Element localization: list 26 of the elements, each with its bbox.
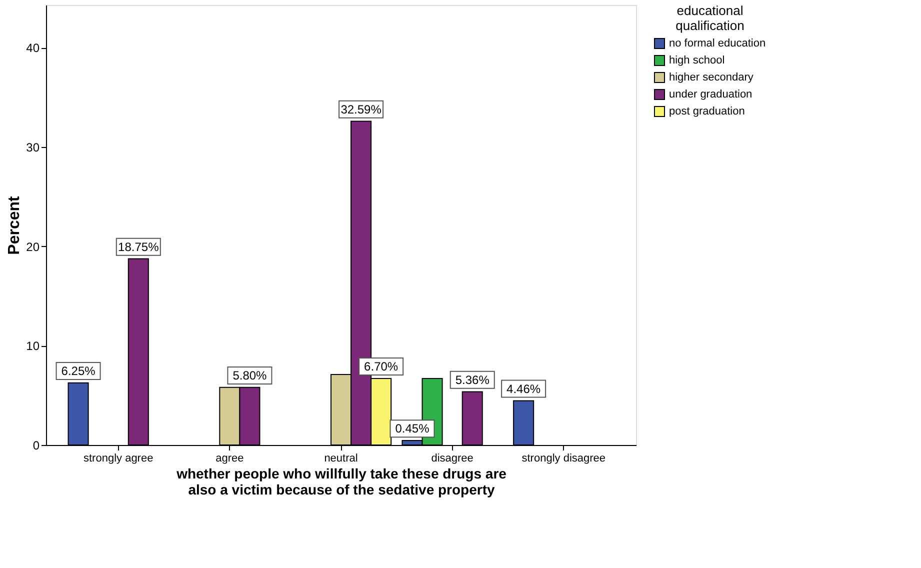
y-tick-label: 40 <box>26 41 40 56</box>
legend-label: higher secondary <box>669 72 754 84</box>
legend-label: high school <box>669 54 725 66</box>
data-label: 6.25% <box>61 364 96 378</box>
data-label: 5.36% <box>455 372 490 387</box>
y-axis-title: Percent <box>6 195 24 255</box>
data-label: 5.80% <box>232 368 268 382</box>
x-tick-label: neutral <box>324 452 358 464</box>
data-label: 32.59% <box>340 102 382 116</box>
y-tick-label: 10 <box>26 339 40 354</box>
x-tick-label: disagree <box>431 452 474 464</box>
legend-label: under graduation <box>669 88 752 100</box>
legend-title: educational qualification <box>676 3 744 33</box>
data-label: 6.70% <box>364 360 398 374</box>
y-tick-label: 0 <box>32 438 40 452</box>
y-tick-label: 20 <box>26 240 40 254</box>
x-tick-label: strongly disagree <box>522 452 606 464</box>
y-tick-label: 30 <box>26 140 40 155</box>
data-label: 18.75% <box>118 240 160 254</box>
x-tick-label: agree <box>216 452 244 464</box>
legend-label: post graduation <box>669 106 745 118</box>
x-tick-label: strongly agree <box>84 452 154 464</box>
data-label: 4.46% <box>506 382 541 396</box>
x-axis-title: whether people who willfully take these drugs are also a victim because of the sedative property <box>176 466 507 498</box>
legend-label: no formal education <box>669 38 766 50</box>
data-label: 0.45% <box>395 422 430 436</box>
